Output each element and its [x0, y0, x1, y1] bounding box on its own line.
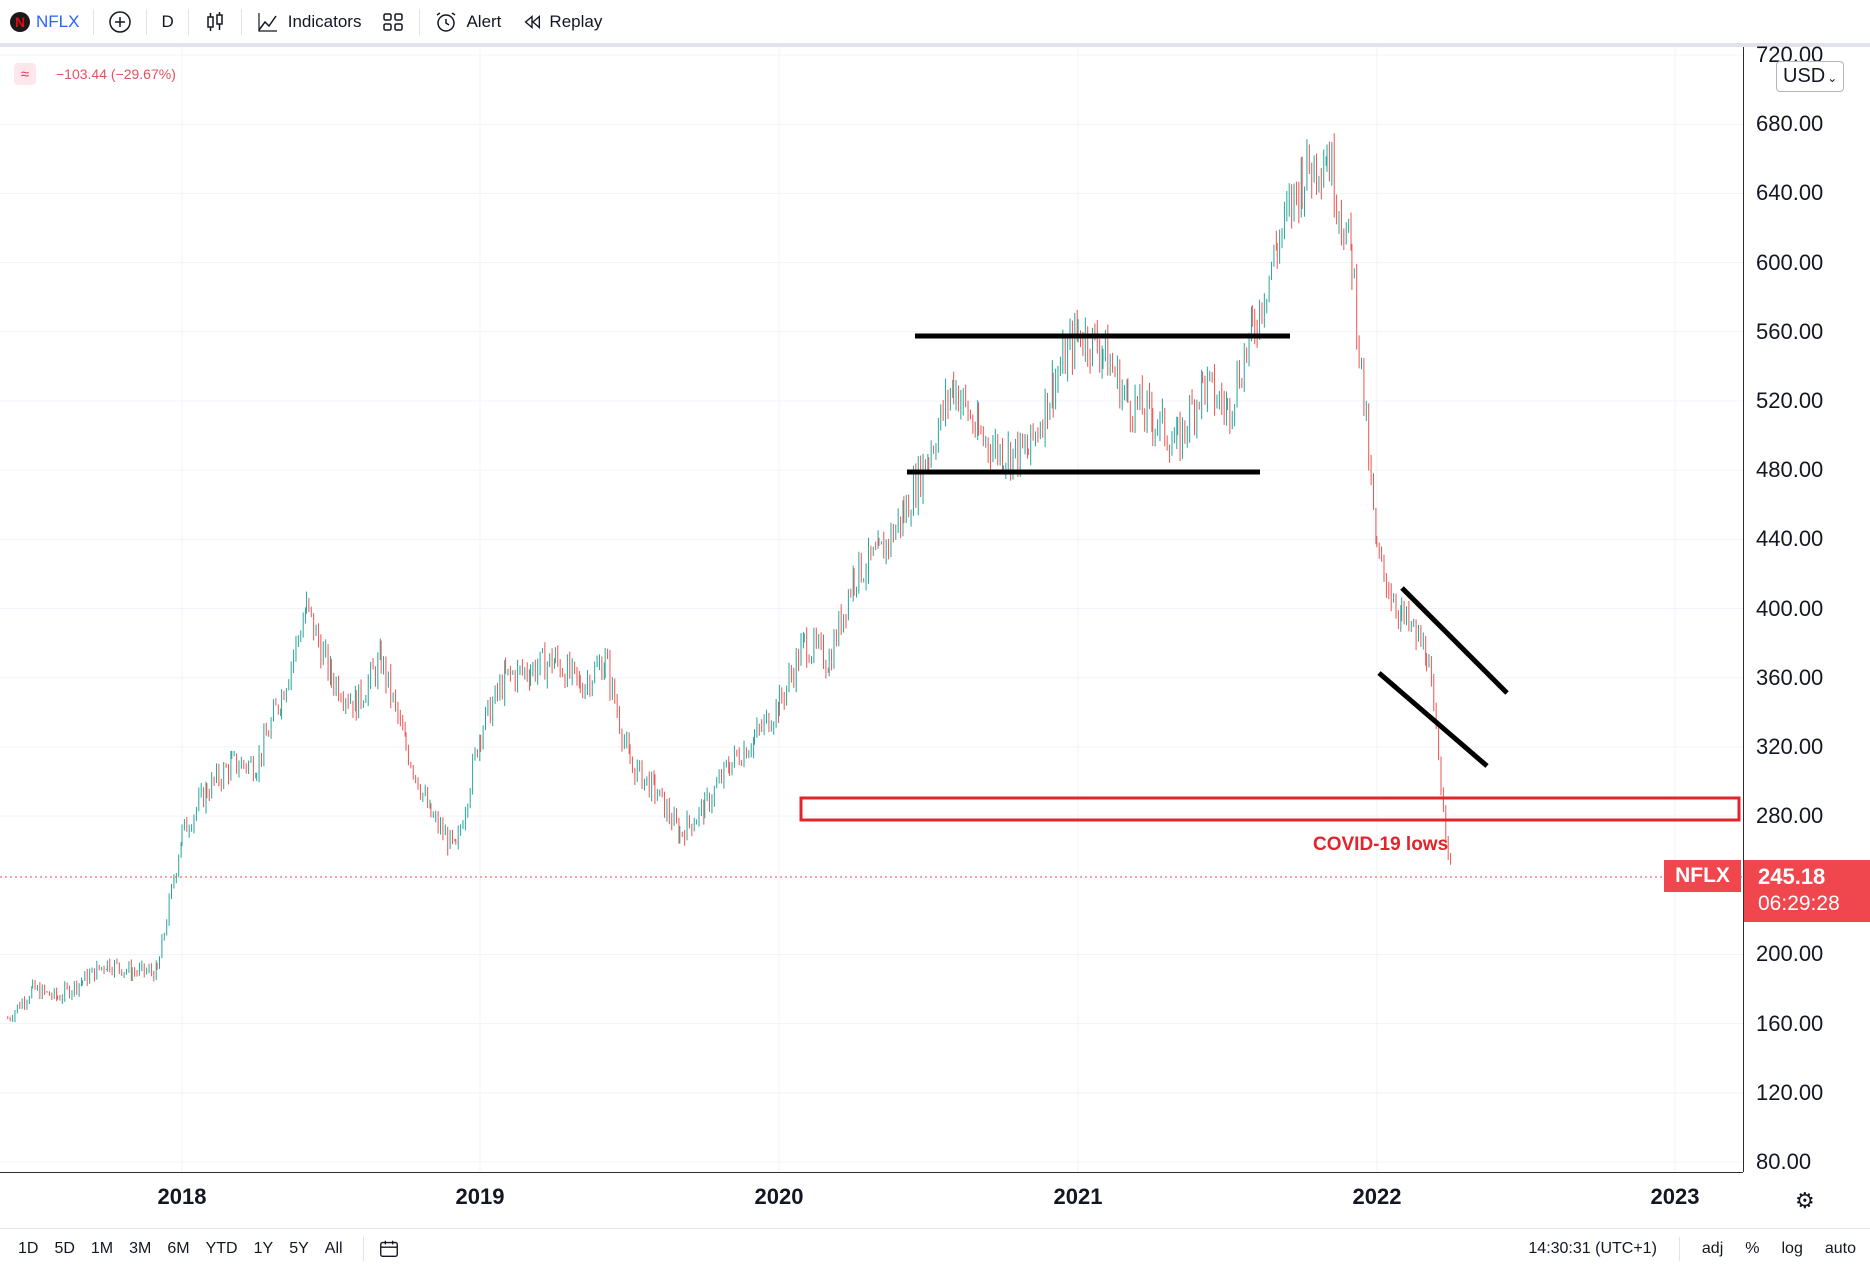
time-tick-label: 2020: [754, 1184, 804, 1209]
wave-icon[interactable]: ≈: [14, 63, 36, 85]
grid-layout-icon: [383, 12, 404, 31]
price-tick-label: 280.00: [1756, 803, 1824, 829]
settings-gear-icon[interactable]: ⚙: [1795, 1188, 1815, 1213]
price-tick-label: 400.00: [1756, 595, 1824, 621]
channel-lower-line: [1377, 671, 1489, 768]
price-tick-label: 160.00: [1756, 1010, 1824, 1036]
range-button-all[interactable]: All: [324, 1240, 343, 1257]
price-tick-label: 120.00: [1756, 1079, 1824, 1105]
change-value: −103.44 (−29.67%): [56, 66, 176, 82]
last-price-box: 245.18 06:29:28: [1744, 860, 1870, 922]
adj-toggle[interactable]: adj: [1701, 1240, 1724, 1257]
toolbar-divider: [240, 8, 242, 35]
alarm-clock-icon: [437, 11, 456, 32]
range-button-3m[interactable]: 3M: [129, 1240, 152, 1257]
clock-timezone[interactable]: 14:30:31 (UTC+1): [1528, 1240, 1657, 1257]
range-button-6m[interactable]: 6M: [167, 1240, 190, 1257]
rewind-icon: [524, 14, 541, 29]
covid-lows-label[interactable]: COVID-19 lows: [1313, 834, 1449, 855]
covid-lows-zone: [799, 796, 1741, 822]
time-tick-label: 2023: [1650, 1184, 1700, 1209]
alert-label: Alert: [466, 11, 502, 31]
auto-toggle[interactable]: auto: [1824, 1240, 1856, 1257]
legend: ≈ −103.44 (−29.67%): [14, 63, 176, 85]
replay-button[interactable]: Replay: [511, 0, 612, 43]
time-axis[interactable]: [0, 1172, 1743, 1228]
log-toggle[interactable]: log: [1781, 1240, 1803, 1257]
toolbar-divider: [187, 8, 189, 35]
candles-icon: [207, 11, 223, 31]
range-button-5d[interactable]: 5D: [54, 1240, 75, 1257]
plus-circle-icon: [109, 10, 132, 33]
range-button-ytd[interactable]: YTD: [205, 1240, 238, 1257]
price-tick-label: 200.00: [1756, 941, 1824, 967]
toolbar-divider: [419, 8, 421, 35]
range-button-1d[interactable]: 1D: [18, 1240, 39, 1257]
interval-button[interactable]: D: [151, 0, 183, 43]
time-tick-label: 2022: [1352, 1184, 1402, 1209]
range-button-1m[interactable]: 1M: [90, 1240, 114, 1257]
divider: [1678, 1237, 1680, 1261]
price-tick-label: 640.00: [1756, 180, 1824, 206]
price-tick-label: 680.00: [1756, 111, 1824, 137]
bottom-toolbar: 1D 5D 1M 3M 6M YTD 1Y 5Y All 14:30:31 (UTC+1) ad…: [0, 1228, 1870, 1269]
time-tick-label: 2021: [1053, 1184, 1103, 1209]
range-buttons: 1D 5D 1M 3M 6M YTD 1Y 5Y All: [0, 1240, 349, 1258]
percent-toggle[interactable]: %: [1745, 1240, 1760, 1257]
netflix-logo-icon: N: [10, 11, 30, 32]
currency-button[interactable]: USD ⌄: [1776, 61, 1845, 92]
price-tick-label: 520.00: [1756, 387, 1824, 413]
symbol-price-tag: NFLX: [1664, 860, 1741, 892]
symbol-search-button[interactable]: N NFLX: [0, 0, 89, 43]
alert-button[interactable]: Alert: [424, 0, 511, 43]
price-tick-label: 600.00: [1756, 249, 1824, 275]
interval-label: D: [161, 11, 174, 31]
bottom-right-controls: 14:30:31 (UTC+1) adj % log auto: [1528, 1237, 1856, 1261]
price-chart-pane[interactable]: [0, 47, 1743, 1172]
chart-canvas[interactable]: [0, 47, 1743, 1172]
indicators-icon: [258, 12, 277, 32]
price-axis[interactable]: [1743, 47, 1870, 1172]
time-tick-label: 2019: [455, 1184, 505, 1209]
price-tick-label: 80.00: [1756, 1149, 1812, 1174]
price-tick-label: 560.00: [1756, 318, 1824, 344]
layouts-button[interactable]: [371, 0, 415, 43]
time-tick-label: 2018: [157, 1184, 207, 1209]
currency-label: USD: [1783, 65, 1826, 87]
bar-countdown: 06:29:28: [1758, 892, 1840, 915]
replay-label: Replay: [549, 11, 603, 31]
drawings-layer: [0, 333, 1743, 878]
price-tick-label: 320.00: [1756, 733, 1824, 759]
price-tick-label: 440.00: [1756, 526, 1824, 552]
top-toolbar: N NFLX D Indicators Alert Replay: [0, 0, 1870, 47]
price-tick-label: 480.00: [1756, 457, 1824, 483]
goto-date-icon[interactable]: [378, 1238, 400, 1260]
channel-upper-line: [1400, 586, 1509, 695]
range-button-1y[interactable]: 1Y: [253, 1240, 274, 1257]
range-divider: [362, 1237, 364, 1261]
compare-add-button[interactable]: [98, 0, 142, 43]
grid-layer: [0, 47, 1743, 1172]
toolbar-divider: [146, 8, 148, 35]
chevron-down-icon: ⌄: [1827, 71, 1838, 85]
indicators-button[interactable]: Indicators: [246, 0, 372, 43]
indicators-label: Indicators: [287, 11, 362, 31]
symbol-label: NFLX: [36, 11, 80, 31]
range-button-5y[interactable]: 5Y: [289, 1240, 309, 1257]
toolbar-divider: [93, 8, 95, 35]
price-tick-label: 360.00: [1756, 664, 1824, 690]
candles-layer: [7, 133, 1452, 1023]
chart-type-button[interactable]: [193, 0, 237, 43]
last-price: 245.18: [1758, 864, 1826, 889]
